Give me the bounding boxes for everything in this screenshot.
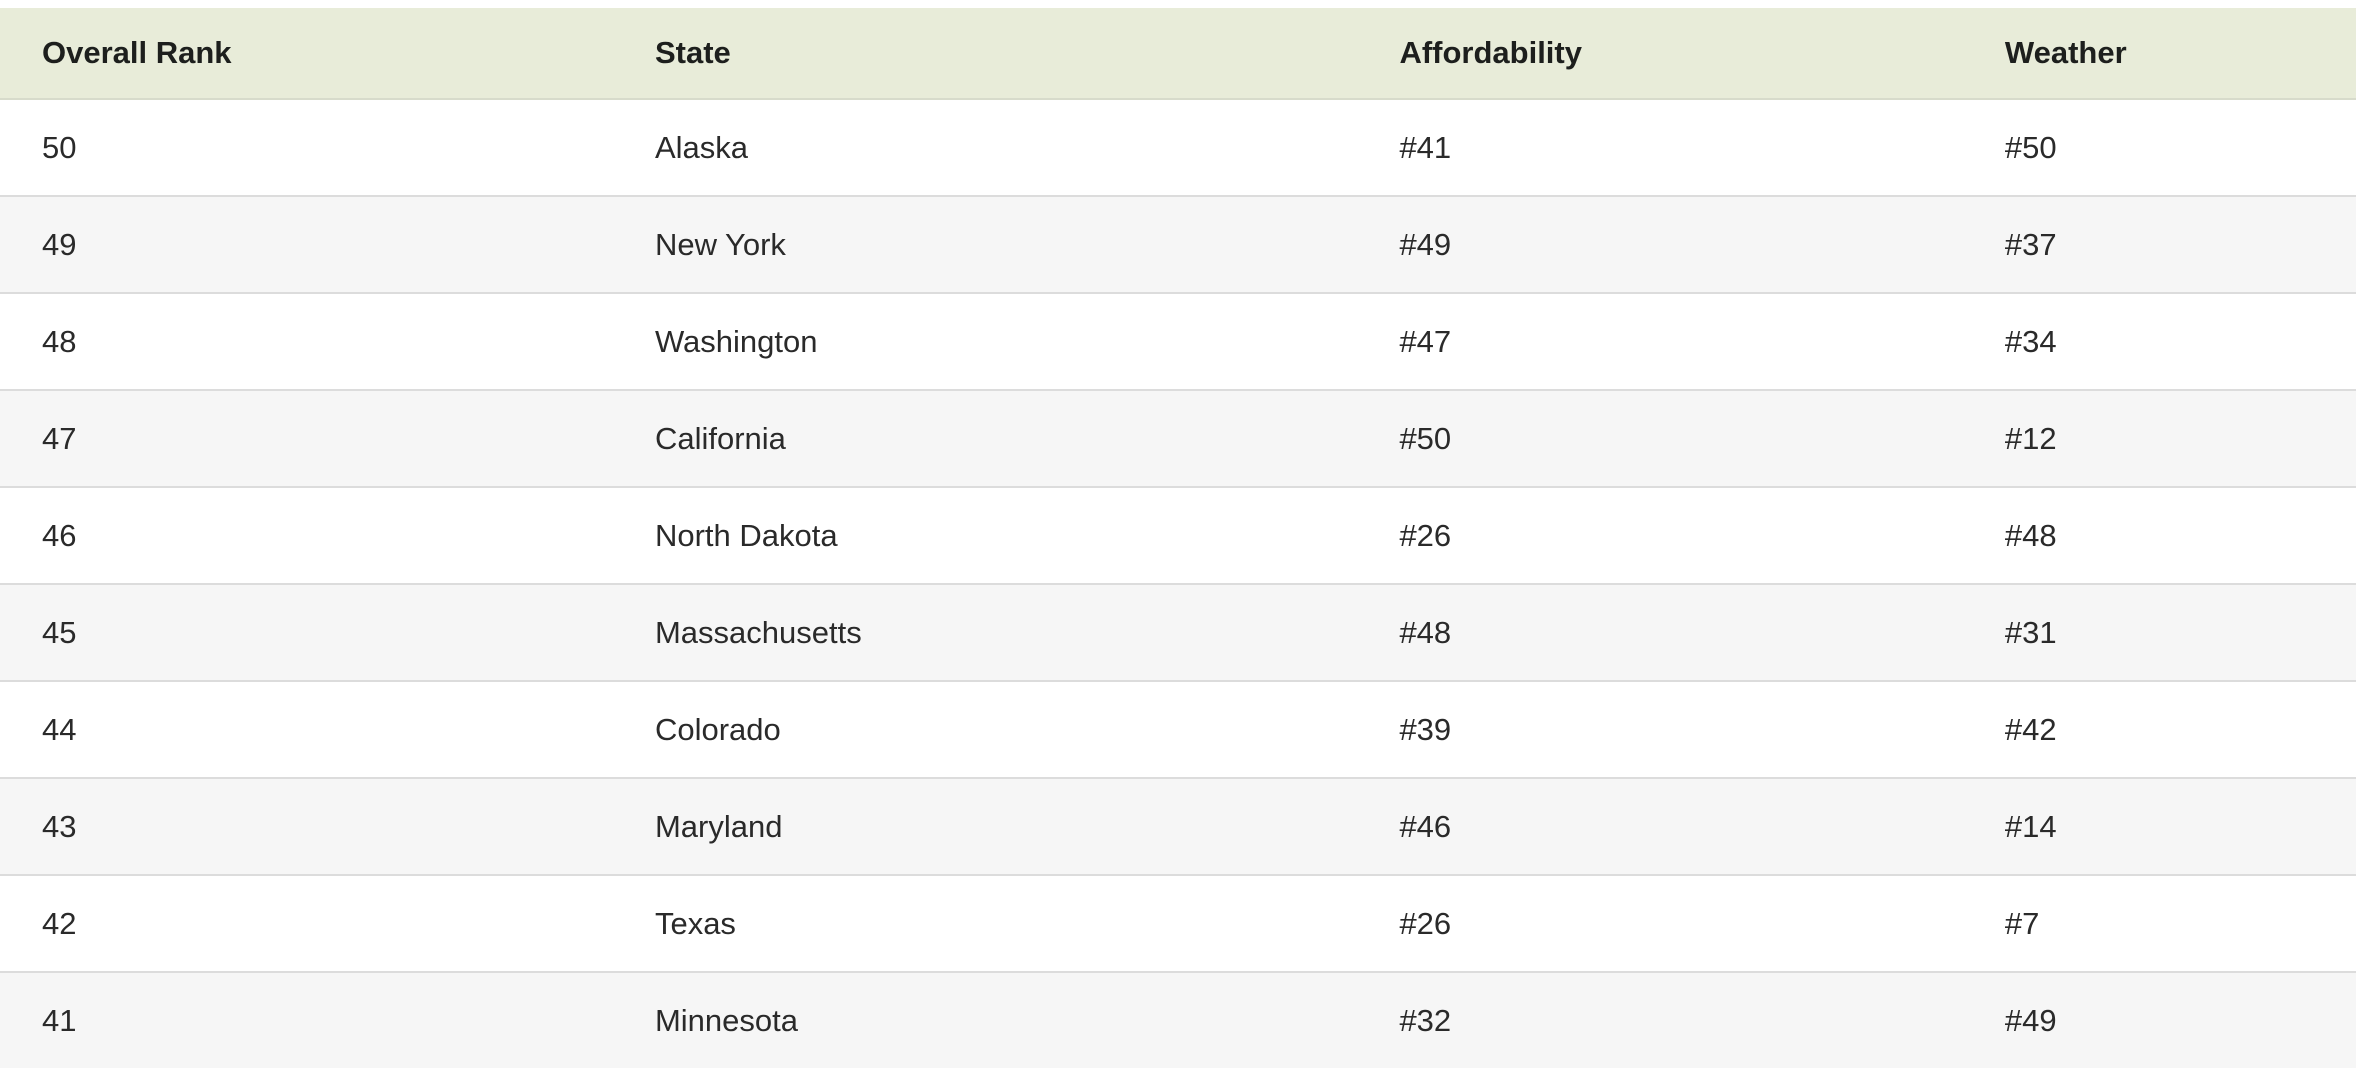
rank-cell: 41 xyxy=(42,1002,77,1038)
table-row: 41 Minnesota #32 #49 xyxy=(0,972,2356,1068)
table-row: 48 Washington #47 #34 xyxy=(0,293,2356,390)
weather-cell: #50 xyxy=(2004,129,2057,165)
column-header-state: State xyxy=(654,8,1400,100)
weather-cell: #37 xyxy=(2004,226,2057,262)
state-cell: Texas xyxy=(654,905,736,941)
weather-cell: #34 xyxy=(2004,323,2057,359)
state-rankings-table: Overall Rank State Affordability Weather… xyxy=(0,8,2356,1068)
state-cell: New York xyxy=(654,226,786,262)
state-cell: California xyxy=(654,420,786,456)
state-cell: Alaska xyxy=(654,129,748,165)
rank-cell: 46 xyxy=(42,517,77,553)
affordability-cell: #47 xyxy=(1399,323,1452,359)
rank-cell: 45 xyxy=(42,614,77,650)
table-row: 42 Texas #26 #7 xyxy=(0,875,2356,972)
rank-cell: 43 xyxy=(42,808,77,844)
column-header-overall-rank: Overall Rank xyxy=(0,8,655,100)
column-header-weather: Weather xyxy=(2004,8,2356,100)
weather-cell: #31 xyxy=(2004,614,2057,650)
rank-cell: 47 xyxy=(42,420,77,456)
column-header-affordability: Affordability xyxy=(1399,8,2005,100)
state-cell: Colorado xyxy=(654,711,781,747)
table-row: 45 Massachusetts #48 #31 xyxy=(0,584,2356,681)
rank-cell: 49 xyxy=(42,226,77,262)
affordability-cell: #26 xyxy=(1399,905,1452,941)
affordability-cell: #49 xyxy=(1399,226,1452,262)
table-row: 46 North Dakota #26 #48 xyxy=(0,487,2356,584)
weather-cell: #42 xyxy=(2004,711,2057,747)
table-row: 43 Maryland #46 #14 xyxy=(0,778,2356,875)
state-cell: Massachusetts xyxy=(654,614,862,650)
weather-cell: #14 xyxy=(2004,808,2057,844)
state-cell: North Dakota xyxy=(654,517,838,553)
rank-cell: 50 xyxy=(42,129,77,165)
table-row: 50 Alaska #41 #50 xyxy=(0,99,2356,196)
weather-cell: #48 xyxy=(2004,517,2057,553)
table-row: 44 Colorado #39 #42 xyxy=(0,681,2356,778)
table-row: 49 New York #49 #37 xyxy=(0,196,2356,293)
weather-cell: #12 xyxy=(2004,420,2057,456)
weather-cell: #7 xyxy=(2004,905,2040,941)
affordability-cell: #41 xyxy=(1399,129,1452,165)
state-cell: Maryland xyxy=(654,808,783,844)
weather-cell: #49 xyxy=(2004,1002,2057,1038)
affordability-cell: #26 xyxy=(1399,517,1452,553)
affordability-cell: #46 xyxy=(1399,808,1452,844)
affordability-cell: #39 xyxy=(1399,711,1452,747)
affordability-cell: #32 xyxy=(1399,1002,1452,1038)
affordability-cell: #48 xyxy=(1399,614,1452,650)
affordability-cell: #50 xyxy=(1399,420,1452,456)
table-row: 47 California #50 #12 xyxy=(0,390,2356,487)
state-cell: Minnesota xyxy=(654,1002,798,1038)
rank-cell: 48 xyxy=(42,323,77,359)
state-cell: Washington xyxy=(654,323,818,359)
rank-cell: 42 xyxy=(42,905,77,941)
header-row: Overall Rank State Affordability Weather xyxy=(0,8,2356,100)
rank-cell: 44 xyxy=(42,711,77,747)
